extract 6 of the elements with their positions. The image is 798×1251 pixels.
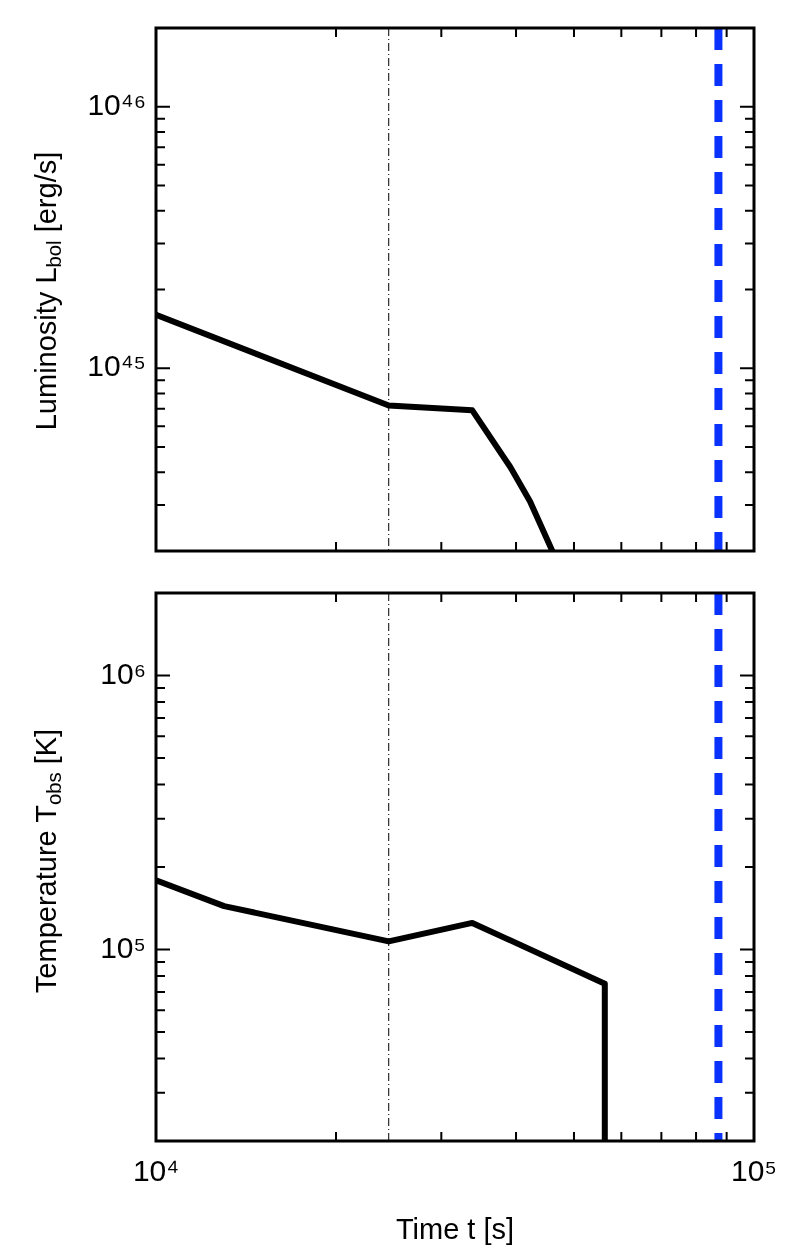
y-tick-label: 10⁵ — [100, 930, 146, 964]
y-tick-label: 10⁴⁶ — [87, 87, 146, 121]
y-tick-label: 10⁶ — [100, 656, 146, 690]
x-tick-label: 10⁴ — [132, 1154, 180, 1188]
x-axis-title: Time t [s] — [395, 1213, 515, 1246]
y-tick-label: 10⁴⁵ — [87, 349, 146, 383]
